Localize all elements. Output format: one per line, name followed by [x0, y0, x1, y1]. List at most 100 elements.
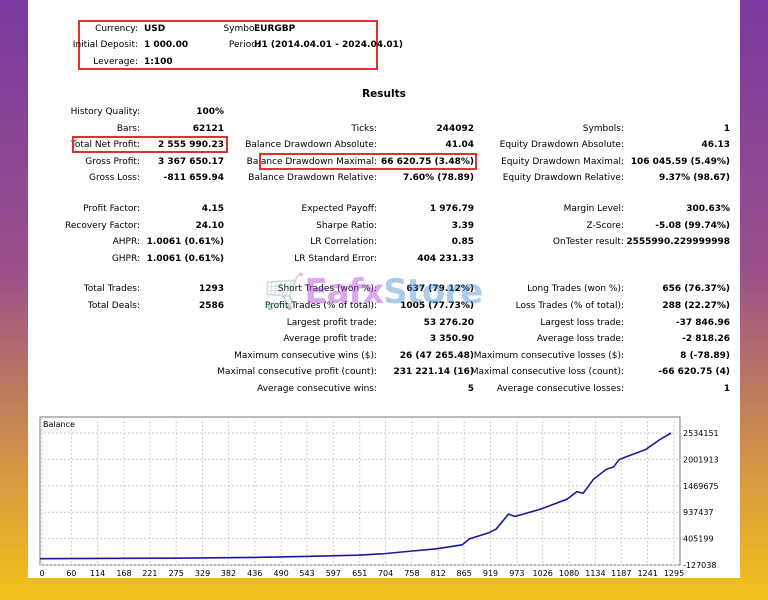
- stat-value: 3 367 650.17: [157, 157, 224, 167]
- stat-value: -811 659.94: [163, 173, 224, 183]
- header-value: EURGBP: [254, 24, 296, 34]
- stat-label: Balance Drawdown Absolute:: [245, 140, 377, 150]
- header-label: Initial Deposit:: [72, 40, 138, 50]
- stat-label: Profit Trades (% of total):: [264, 301, 377, 311]
- x-tick-label: 221: [142, 569, 157, 577]
- results-title: Results: [362, 88, 406, 100]
- stat-label: Equity Drawdown Relative:: [502, 173, 624, 183]
- x-tick-label: 758: [404, 569, 419, 577]
- stat-value: 53 276.20: [423, 318, 474, 328]
- header-value: 1:100: [144, 57, 173, 67]
- stat-label: History Quality:: [70, 107, 140, 117]
- stat-value: 2 555 990.23: [157, 140, 224, 150]
- stat-label: Total Trades:: [83, 284, 140, 294]
- stat-label: Bars:: [116, 124, 140, 134]
- x-tick-label: 1080: [559, 569, 579, 577]
- stat-label: Average consecutive wins:: [257, 384, 377, 394]
- stat-value: -5.08 (99.74%): [655, 221, 730, 231]
- header-value: USD: [144, 24, 166, 34]
- stat-label: Balance Drawdown Relative:: [248, 173, 377, 183]
- stat-value: 5: [467, 384, 474, 394]
- x-tick-label: 114: [90, 569, 105, 577]
- stat-label: Short Trades (won %):: [277, 284, 377, 294]
- stat-label: Maximum consecutive wins ($):: [234, 351, 377, 361]
- x-tick-label: 704: [378, 569, 393, 577]
- header-label: Symbol:: [223, 24, 260, 34]
- header-value: 1 000.00: [144, 40, 189, 50]
- x-tick-label: 382: [221, 569, 236, 577]
- stat-value: -66 620.75 (4): [658, 367, 730, 377]
- stat-label: Ticks:: [351, 124, 377, 134]
- stat-value: 637 (79.12%): [406, 284, 474, 294]
- x-tick-label: 973: [509, 569, 524, 577]
- stat-value: -37 846.96: [675, 318, 730, 328]
- watermark-logo: 🛒EafxStore: [263, 272, 483, 312]
- x-tick-label: 865: [457, 569, 472, 577]
- stat-value: 46.13: [701, 140, 730, 150]
- x-tick-label: 919: [483, 569, 498, 577]
- stat-value: 244092: [436, 124, 474, 134]
- stat-value: 24.10: [195, 221, 224, 231]
- stat-value: 1.0061 (0.61%): [146, 254, 224, 264]
- stat-value: 8 (-78.89): [680, 351, 730, 361]
- stat-label: GHPR:: [111, 254, 140, 264]
- report-card: Currency: USD Symbol: EURGBP Initial Deposit…: [28, 0, 740, 578]
- stat-label: Largest profit trade:: [286, 318, 377, 328]
- x-tick-label: 329: [195, 569, 210, 577]
- stat-label: LR Standard Error:: [294, 254, 377, 264]
- stat-value: 2555990.229999998: [626, 237, 730, 247]
- stat-label: Average consecutive losses:: [496, 384, 624, 394]
- x-tick-label: 1295: [664, 569, 684, 577]
- x-tick-label: 490: [273, 569, 288, 577]
- stat-value: 1.0061 (0.61%): [146, 237, 224, 247]
- y-tick-label: 405199: [683, 535, 714, 544]
- stat-label: Sharpe Ratio:: [316, 221, 377, 231]
- stat-label: Z-Score:: [586, 221, 625, 231]
- stat-value: 1: [723, 384, 730, 394]
- x-tick-label: 597: [326, 569, 341, 577]
- stat-value: 26 (47 265.48): [399, 351, 474, 361]
- stat-label: Equity Drawdown Absolute:: [499, 140, 624, 150]
- stat-value: 100%: [196, 107, 224, 117]
- drawdown-highlight: [259, 153, 477, 170]
- stat-label: Balance Drawdown Maximal:: [246, 157, 377, 167]
- header-label: Period:: [228, 40, 260, 50]
- x-tick-label: 1026: [533, 569, 553, 577]
- balance-chart: 0 60 114 168 221 275 329 382 436 490 543 597 651 704 7…: [36, 415, 736, 578]
- chart-title: Balance: [43, 420, 75, 429]
- stat-label: Maximal consecutive profit (count):: [217, 367, 377, 377]
- stat-value: 3 350.90: [429, 334, 474, 344]
- y-tick-label: 2001913: [683, 455, 719, 464]
- y-tick-label: -127038: [683, 561, 716, 570]
- y-tick-label: 937437: [683, 508, 714, 517]
- stat-value: -2 818.26: [682, 334, 730, 344]
- stat-label: Total Net Profit:: [70, 140, 140, 150]
- stat-label: Total Deals:: [87, 301, 140, 311]
- stat-label: OnTester result:: [552, 237, 624, 247]
- stat-label: Average profit trade:: [283, 334, 377, 344]
- stat-label: LR Correlation:: [310, 237, 377, 247]
- header-label: Currency:: [95, 24, 138, 34]
- y-tick-label: 1469675: [683, 482, 719, 491]
- x-tick-label: 1241: [637, 569, 657, 577]
- stat-label: Average loss trade:: [536, 334, 624, 344]
- stat-value: 288 (22.27%): [662, 301, 730, 311]
- x-tick-label: 1134: [585, 569, 605, 577]
- stat-value: 3.39: [451, 221, 474, 231]
- stat-label: Maximal consecutive loss (count):: [470, 367, 624, 377]
- header-label: Leverage:: [93, 57, 138, 67]
- stat-label: Maximum consecutive losses ($):: [473, 351, 624, 361]
- stat-label: Expected Payoff:: [301, 204, 377, 214]
- stat-value: 62121: [192, 124, 224, 134]
- y-tick-label: 2534151: [683, 429, 719, 438]
- stat-value: 300.63%: [686, 204, 730, 214]
- x-tick-label: 651: [352, 569, 367, 577]
- stat-value: 9.37% (98.67): [658, 173, 730, 183]
- stat-value: 656 (76.37%): [662, 284, 730, 294]
- stat-value: 1293: [198, 284, 224, 294]
- stat-value: 66 620.75 (3.48%): [381, 157, 474, 167]
- settings-highlight-box: [78, 20, 378, 70]
- stat-label: Symbols:: [582, 124, 624, 134]
- stat-label: Recovery Factor:: [64, 221, 140, 231]
- stat-label: Gross Profit:: [85, 157, 140, 167]
